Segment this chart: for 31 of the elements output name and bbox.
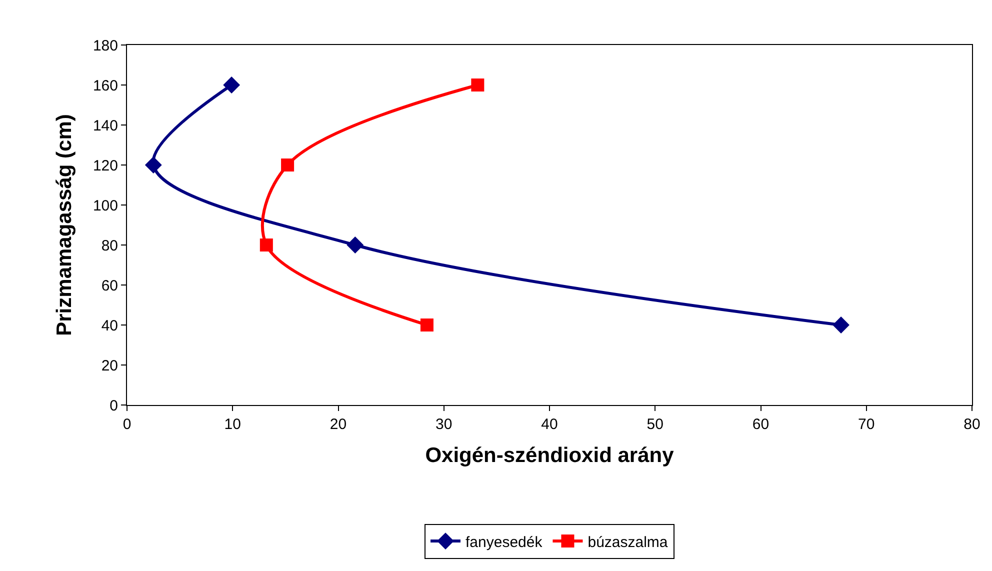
y-tick-label: 80 [101, 237, 118, 254]
y-tick-label: 180 [92, 37, 118, 54]
y-tick-label: 20 [101, 357, 118, 374]
legend-label: búzaszalma [588, 534, 668, 551]
y-axis-title: Prizmamagasság (cm) [53, 114, 76, 336]
point [471, 78, 484, 92]
y-tick-label: 40 [101, 317, 118, 334]
x-tick-label: 50 [646, 416, 664, 433]
point [144, 156, 162, 174]
point [281, 158, 294, 172]
x-tick-label: 20 [330, 416, 347, 433]
x-tick-label: 0 [122, 416, 132, 433]
point [832, 316, 850, 334]
x-tick-label: 70 [858, 416, 875, 433]
y-tick-label: 140 [92, 117, 118, 134]
y-tick-label: 0 [110, 397, 118, 414]
legend-label: fanyesedék [466, 534, 543, 551]
point [420, 318, 434, 332]
x-tick-label: 10 [224, 416, 241, 433]
point [223, 76, 240, 94]
point [260, 238, 273, 252]
y-tick-label: 60 [101, 277, 118, 294]
y-tick-label: 120 [92, 157, 118, 174]
x-tick-label: 30 [436, 416, 452, 433]
y-tick-label: 160 [92, 77, 118, 94]
y-tick-label: 100 [92, 197, 118, 214]
point [346, 236, 364, 254]
x-tick-label: 80 [964, 416, 980, 433]
x-axis-title: Oxigén-széndioxid arány [425, 444, 674, 468]
x-tick-label: 60 [752, 416, 770, 433]
x-tick-label: 40 [541, 416, 558, 433]
